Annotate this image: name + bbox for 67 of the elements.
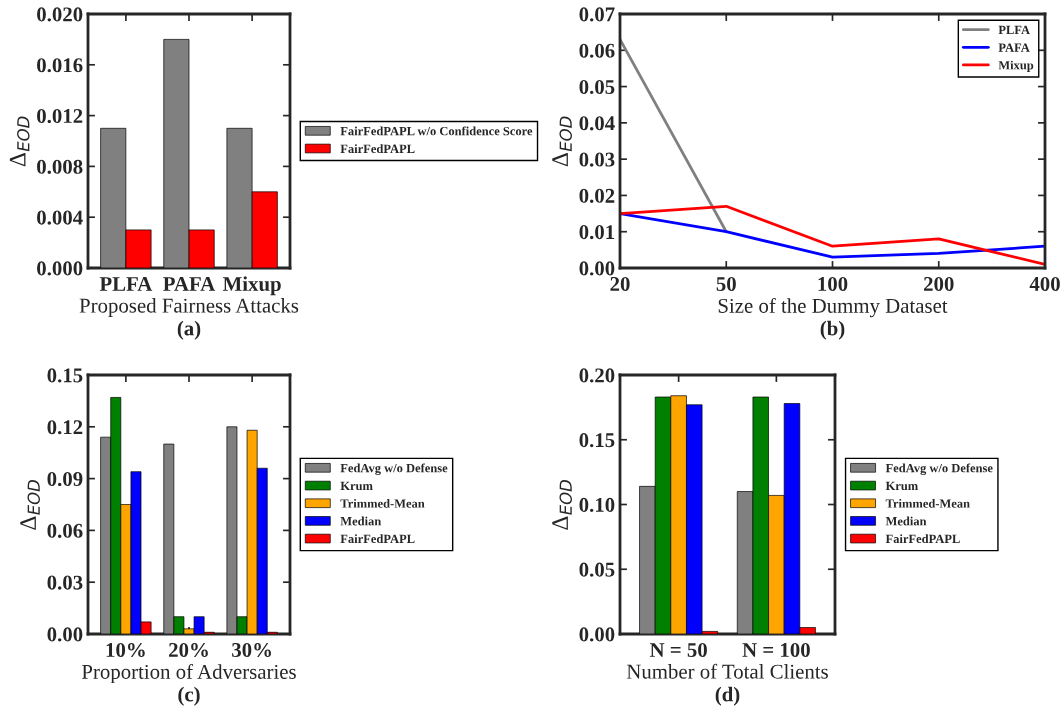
y-tick-label: 0.00	[47, 627, 83, 642]
legend-label: FairFedPAPL	[340, 534, 415, 544]
y-tick-label: 0.10	[579, 497, 615, 513]
y-tick-label: 0.12	[47, 420, 83, 435]
y-axis-title: Δ$_{EOD}$	[552, 479, 572, 530]
y-tick-label: 0.20	[579, 368, 615, 383]
x-axis-title: Proposed Fairness Attacks	[79, 298, 299, 317]
legend-label: FedAvg w/o Defense	[885, 463, 993, 475]
y-tick-label: 0.01	[579, 225, 615, 240]
x-tick-label: Mixup	[222, 276, 281, 296]
y-axis-title: Δ$_{EOD}$	[20, 479, 40, 530]
y-tick-label: 0.000	[37, 261, 83, 276]
y-tick-label: 0.020	[37, 7, 83, 22]
x-tick-label: 20	[610, 276, 630, 291]
x-tick-label: PLFA	[99, 277, 153, 291]
legend-label: PLFA	[998, 25, 1030, 34]
y-tick-label: 0.04	[579, 116, 615, 131]
line-series	[620, 204, 1045, 266]
legend-label: Krum	[885, 481, 918, 491]
y-tick-label: 0.004	[37, 210, 83, 225]
y-tick-label: 0.016	[37, 58, 83, 73]
legend-label: FairFedPAPL	[340, 144, 415, 153]
y-tick-label: 0.012	[37, 108, 83, 124]
x-tick-label: 30%	[232, 642, 272, 658]
x-tick-label: N = 100	[742, 642, 810, 657]
y-tick-label: 0.03	[47, 575, 83, 590]
x-axis-title: Number of Total Clients	[626, 663, 828, 679]
x-tick-label: 200	[924, 276, 954, 291]
legend-label: FairFedPAPL w/o Confidence Score	[340, 126, 533, 136]
y-tick-label: 0.05	[579, 79, 615, 95]
y-tick-label: 0.03	[579, 152, 615, 167]
legend-label: Mixup	[998, 60, 1034, 72]
legend-label: Trimmed-Mean	[340, 498, 425, 508]
x-tick-label: 400	[1029, 276, 1060, 291]
legend-label: PAFA	[998, 43, 1030, 52]
y-tick-label: 0.15	[579, 433, 615, 448]
y-axis-title: Δ$_{EOD}$	[9, 116, 30, 167]
x-tick-label: 10%	[106, 642, 145, 658]
legend-label: Median	[885, 516, 927, 526]
line-series	[620, 212, 1045, 259]
legend-label: Median	[340, 516, 382, 526]
y-tick-label: 0.15	[47, 368, 83, 383]
text: (d)	[715, 686, 740, 706]
legend-label: FedAvg w/o Defense	[340, 463, 448, 475]
y-tick-label: 0.06	[579, 43, 615, 58]
x-tick-label: 50	[716, 276, 736, 291]
y-tick-label: 0.00	[579, 261, 615, 276]
x-tick-label: 100	[818, 276, 848, 291]
legend-label: Krum	[340, 481, 373, 491]
x-axis-title: Size of the Dummy Dataset	[718, 298, 948, 318]
legend-label: Trimmed-Mean	[885, 498, 970, 508]
y-tick-label: 0.09	[47, 471, 83, 487]
y-tick-label: 0.008	[37, 159, 83, 174]
y-tick-label: 0.07	[579, 7, 615, 22]
x-tick-label: N = 50	[649, 642, 707, 657]
y-axis-title: Δ$_{EOD}$	[552, 116, 572, 167]
text: (c)	[178, 686, 200, 706]
y-tick-label: 0.00	[579, 627, 615, 642]
y-tick-label: 0.06	[47, 523, 83, 538]
text: (a)	[177, 320, 201, 340]
x-tick-label: PAFA	[163, 277, 216, 291]
x-axis-title: Proportion of Adversaries	[81, 664, 296, 684]
text: (b)	[820, 320, 845, 340]
legend-label: FairFedPAPL	[885, 534, 960, 544]
x-tick-label: 20%	[169, 642, 208, 658]
y-tick-label: 0.05	[579, 562, 615, 577]
y-tick-label: 0.02	[579, 188, 615, 203]
